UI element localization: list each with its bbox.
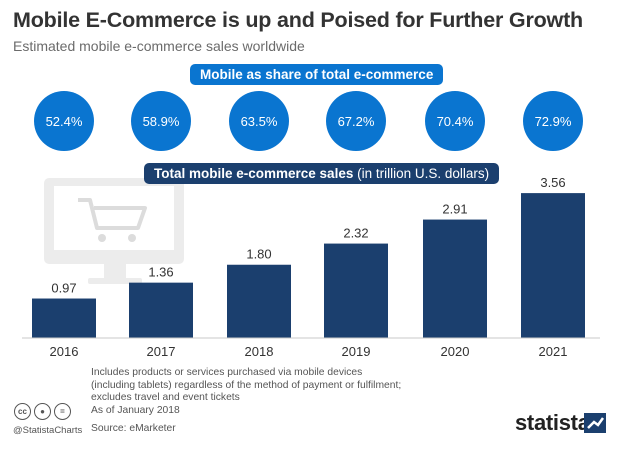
bar-2020 — [423, 219, 487, 338]
total-heading-bold: Total mobile e-commerce sales — [154, 166, 354, 181]
x-tick-labels: 2016 2017 2018 2019 2020 2021 — [50, 344, 568, 359]
x-tick-label: 2019 — [342, 344, 371, 359]
x-tick-label: 2020 — [441, 344, 470, 359]
bar-value-label: 0.97 — [51, 281, 76, 296]
share-value-label: 72.9% — [535, 114, 572, 129]
x-tick-label: 2021 — [539, 344, 568, 359]
chart-title: Mobile E-Commerce is up and Poised for F… — [13, 8, 583, 32]
chart-subtitle: Estimated mobile e-commerce sales worldw… — [13, 38, 305, 54]
bar-value-label: 2.32 — [343, 226, 368, 241]
share-heading: Mobile as share of total e-commerce — [190, 64, 444, 85]
share-circle-2016 — [34, 91, 94, 151]
share-circle-2020 — [425, 91, 485, 151]
sales-bars: 0.97 1.36 1.80 2.32 2.91 3.56 — [32, 175, 585, 338]
bar-2016 — [32, 298, 96, 338]
share-value-label: 52.4% — [46, 114, 83, 129]
share-value-label: 63.5% — [241, 114, 278, 129]
bar-2021 — [521, 193, 585, 338]
bar-value-label: 1.36 — [148, 265, 173, 280]
cc-icon: cc — [14, 403, 31, 420]
share-value-label: 70.4% — [437, 114, 474, 129]
social-handle: @StatistaCharts — [13, 425, 83, 436]
note-line: excludes travel and event tickets — [91, 392, 240, 404]
x-tick-label: 2016 — [50, 344, 79, 359]
chart-notes: Includes products or services purchased … — [91, 367, 491, 417]
share-value-label: 58.9% — [143, 114, 180, 129]
chart-source: Source: eMarketer — [91, 423, 176, 434]
share-value-label: 67.2% — [338, 114, 375, 129]
share-circles: 52.4% 58.9% 63.5% 67.2% 70.4% 72.9% — [34, 91, 583, 151]
bar-2017 — [129, 282, 193, 338]
nd-icon: = — [54, 403, 71, 420]
bar-value-label: 3.56 — [540, 175, 565, 190]
bar-value-label: 2.91 — [442, 202, 467, 217]
share-circle-2017 — [131, 91, 191, 151]
share-circle-2021 — [523, 91, 583, 151]
statista-logo-icon — [584, 413, 606, 433]
total-heading-rest: (in trillion U.S. dollars) — [353, 166, 490, 181]
by-icon: ● — [34, 403, 51, 420]
bar-2018 — [227, 264, 291, 338]
x-tick-label: 2017 — [147, 344, 176, 359]
bar-value-label: 1.80 — [246, 247, 271, 262]
bar-2019 — [324, 243, 388, 338]
shopping-cart-monitor-icon — [44, 178, 184, 284]
share-circle-2018 — [229, 91, 289, 151]
x-tick-label: 2018 — [245, 344, 274, 359]
note-line: Includes products or services purchased … — [91, 367, 363, 378]
license-icons: cc ● = — [14, 403, 71, 420]
share-circle-2019 — [326, 91, 386, 151]
total-heading: Total mobile e-commerce sales (in trilli… — [144, 163, 500, 184]
note-line: As of January 2018 — [91, 404, 180, 416]
note-line: (including tablets) regardless of the me… — [91, 379, 402, 391]
brand-logo-text: statista — [515, 410, 590, 435]
